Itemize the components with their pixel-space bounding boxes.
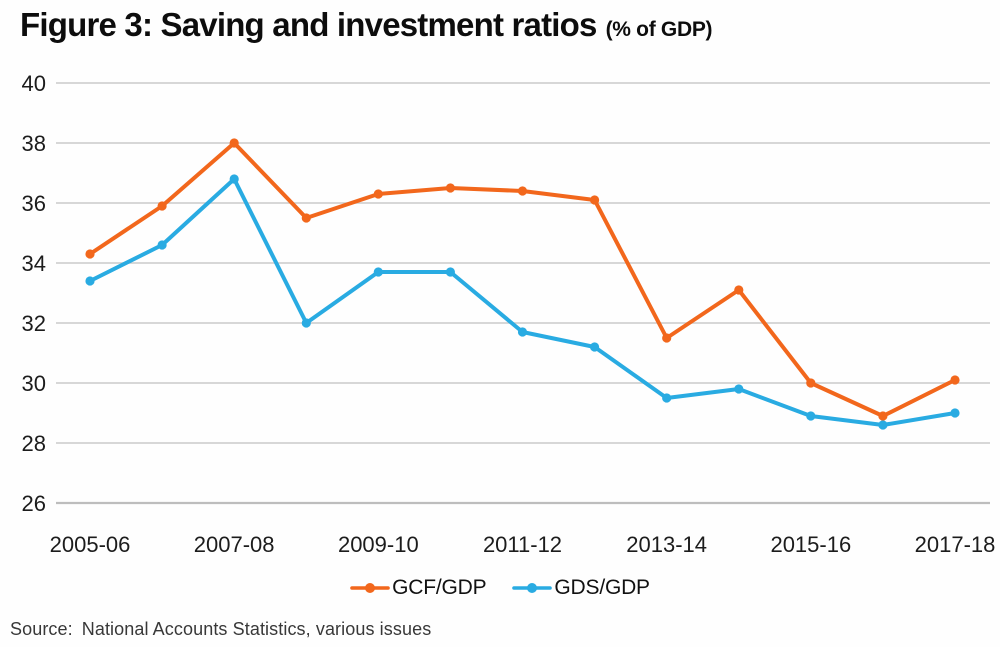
legend-item-gds-gdp: GDS/GDP [512,576,650,600]
data-point-gcf-gdp-2006-07 [157,201,167,211]
data-point-gcf-gdp-2008-09 [301,213,311,223]
data-point-gds-gdp-2012-13 [590,342,600,352]
y-axis-tick-labels: 40 38 36 34 32 30 28 26 [22,71,46,516]
legend-label-gds-gdp: GDS/GDP [554,576,650,599]
data-point-gcf-gdp-2013-14 [662,333,672,343]
data-point-gcf-gdp-2014-15 [734,285,744,295]
data-point-gds-gdp-2007-08 [229,174,239,184]
y-tick-label-36: 36 [22,191,46,216]
y-tick-label-38: 38 [22,131,46,156]
y-tick-label-40: 40 [22,71,46,96]
data-point-gds-gdp-2005-06 [85,276,95,286]
data-point-gds-gdp-2016-17 [878,420,888,430]
data-point-gds-gdp-2013-14 [662,393,672,403]
legend-line-marker-icon [512,583,553,593]
data-point-gcf-gdp-2012-13 [590,195,600,205]
x-tick-label-2005-06: 2005-06 [50,532,131,557]
data-point-gcf-gdp-2011-12 [517,186,528,196]
x-tick-label-2009-10: 2009-10 [338,532,419,557]
y-tick-label-34: 34 [22,251,46,276]
y-tick-label-30: 30 [22,371,46,396]
legend-item-gcf-gdp: GCF/GDP [350,576,487,600]
data-point-gds-gdp-2015-16 [806,411,816,421]
data-point-gds-gdp-2011-12 [517,327,528,337]
data-point-gcf-gdp-2015-16 [806,378,816,388]
data-point-gcf-gdp-2005-06 [85,249,95,259]
x-tick-label-2007-08: 2007-08 [194,532,275,557]
chart-title-text: Figure 3: Saving and investment ratios [20,6,597,43]
y-tick-label-28: 28 [22,431,46,456]
x-tick-label-2013-14: 2013-14 [626,532,707,557]
x-axis-tick-labels: 2005-06 2007-08 2009-10 2011-12 2013-14 2015-… [50,532,996,557]
data-point-gds-gdp-2017-18 [950,408,960,418]
data-point-gcf-gdp-2009-10 [373,189,383,199]
legend-label-gcf-gdp: GCF/GDP [392,576,487,599]
legend-line-marker-icon [350,583,390,593]
source-note: Source: National Accounts Statistics, var… [10,619,431,640]
y-tick-label-26: 26 [22,491,46,516]
gridlines [56,82,990,505]
chart-title: Figure 3: Saving and investment ratios (… [20,6,713,44]
data-point-gcf-gdp-2010-11 [445,183,455,193]
data-point-gds-gdp-2010-11 [445,267,455,277]
chart-legend: GCF/GDP GDS/GDP [0,576,1000,600]
x-tick-label-2017-18: 2017-18 [915,532,996,557]
data-point-gds-gdp-2006-07 [157,240,167,250]
x-tick-label-2011-12: 2011-12 [483,532,562,557]
data-point-gds-gdp-2014-15 [734,384,744,394]
data-point-gds-gdp-2009-10 [373,267,383,277]
source-text: National Accounts Statistics, various is… [81,619,432,639]
data-point-gds-gdp-2008-09 [301,318,311,328]
series-gds-gdp [85,174,960,430]
series-gcf-gdp [85,138,960,421]
data-point-gcf-gdp-2007-08 [229,138,239,148]
data-point-gcf-gdp-2017-18 [950,375,960,385]
x-tick-label-2015-16: 2015-16 [770,532,851,557]
source-label: Source: [10,619,73,639]
chart-title-unit: (% of GDP) [605,18,713,41]
series-line-gcf-gdp [88,141,957,418]
y-tick-label-32: 32 [22,311,46,336]
data-point-gcf-gdp-2016-17 [878,411,888,421]
